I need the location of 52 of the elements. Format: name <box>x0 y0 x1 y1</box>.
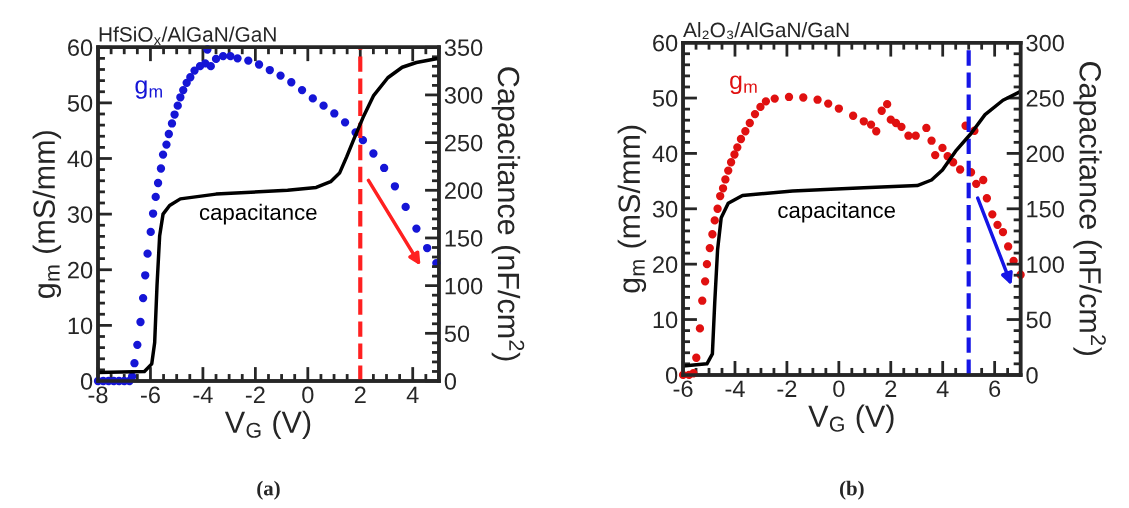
y2-tick-label: 150 <box>1027 200 1064 218</box>
series-label: capacitance <box>199 203 317 225</box>
y-tick-label: 20 <box>68 261 93 279</box>
x-tick-label: 4 <box>936 380 949 397</box>
y-tick-label: 40 <box>652 145 678 163</box>
y-tick-label: 50 <box>652 90 678 107</box>
y2-tick-label: 100 <box>1027 256 1064 273</box>
y-tick-label: 60 <box>653 34 678 52</box>
x-tick-label: -6 <box>141 386 160 404</box>
y-axis-title: g$_{m}$ (mS/mm) <box>32 131 62 298</box>
y-tick-label: 10 <box>653 311 678 329</box>
y2-tick-label: 300 <box>444 86 483 104</box>
y2-tick-label: 200 <box>445 182 483 200</box>
x-tick-label: 4 <box>406 386 419 403</box>
x-tick-label: -2 <box>777 380 797 397</box>
y2-axis-title: Capacitance (nF/cm$^{2}$) <box>491 67 525 361</box>
y2-tick-label: 50 <box>1026 311 1051 329</box>
x-tick-label: -4 <box>193 386 213 403</box>
text: (a) <box>257 480 280 500</box>
x-tick-label: -2 <box>245 386 265 403</box>
y2-tick-label: 0 <box>1026 366 1038 384</box>
y-tick-label: 30 <box>67 206 93 223</box>
y-tick-label: 40 <box>67 150 93 168</box>
y2-tick-label: 200 <box>1026 145 1064 163</box>
x-tick-label: 2 <box>354 386 366 403</box>
series-label: g$_{m}$ <box>135 80 162 99</box>
y2-tick-label: 150 <box>445 230 483 247</box>
y2-tick-label: 100 <box>445 277 483 295</box>
chart-title: Al₂O₃/AlGaN/GaN <box>683 22 849 40</box>
text: (b) <box>840 480 864 500</box>
x-tick-label: 6 <box>989 380 1001 398</box>
x-tick-label: 0 <box>302 386 314 404</box>
y-tick-label: 20 <box>653 256 678 273</box>
y-tick-label: 30 <box>652 200 678 218</box>
y-axis-title: g$_{m}$ (mS/mm) <box>617 125 647 293</box>
y-tick-label: 10 <box>68 317 93 335</box>
y-tick-label: 50 <box>67 94 93 112</box>
chart-title: HfSiO$_{x}$/AlGaN/GaN <box>99 26 276 45</box>
y2-tick-label: 50 <box>444 325 470 343</box>
series-label: g$_{m}$ <box>730 75 757 95</box>
x-axis-title: V$_{G}$ (V) <box>808 404 894 434</box>
y2-tick-label: 250 <box>445 134 483 152</box>
y2-axis-title: Capacitance (nF/cm$^{2}$) <box>1073 61 1106 356</box>
y2-tick-label: 350 <box>444 39 483 57</box>
y2-tick-label: 300 <box>1026 34 1064 52</box>
y-tick-label: 60 <box>68 39 93 57</box>
y2-tick-label: 250 <box>1026 90 1064 107</box>
series-label: capacitance <box>778 201 895 223</box>
x-tick-label: -4 <box>725 380 745 397</box>
x-tick-label: 0 <box>833 380 845 398</box>
x-axis-title: V$_{G}$ (V) <box>224 410 311 440</box>
x-tick-label: 2 <box>885 380 897 397</box>
